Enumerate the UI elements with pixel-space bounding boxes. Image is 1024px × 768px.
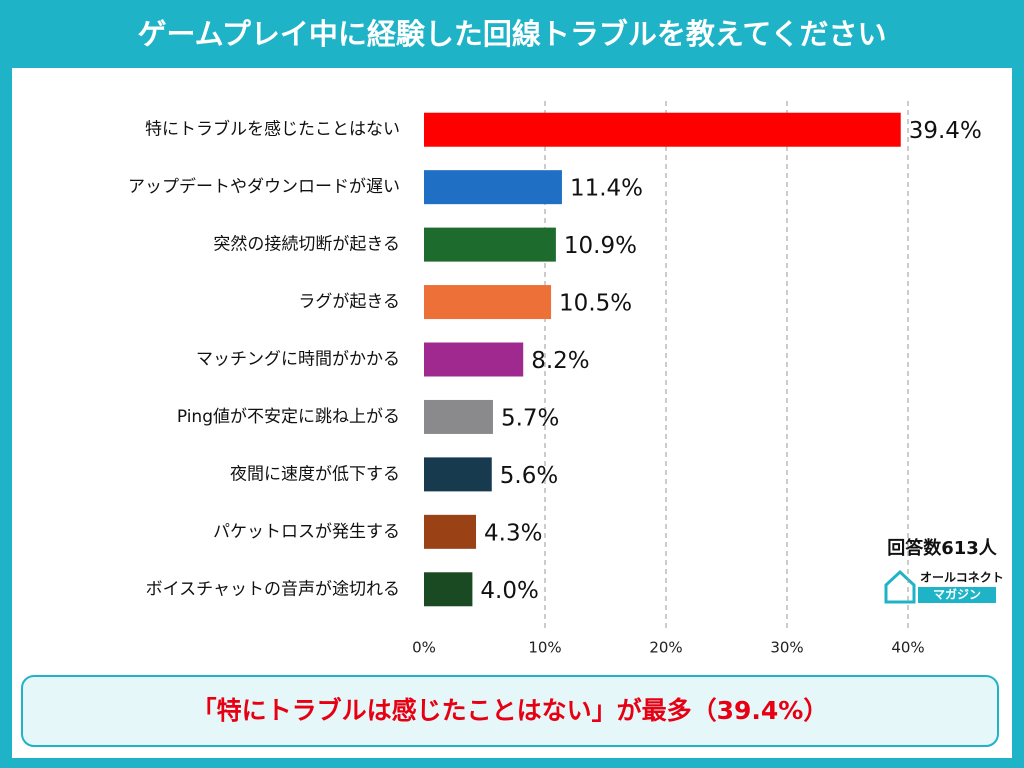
footer: 「特にトラブルは感じたことはない」が最多（39.4%） [192,696,829,725]
value-label: 39.4% [909,118,982,144]
value-label: 4.3% [484,520,542,546]
value-label: 11.4% [570,176,643,202]
value-label: 8.2% [531,348,589,374]
bar [424,227,556,262]
logo-icon [884,569,916,604]
bar [424,112,901,147]
logo-top: オールコネクト [920,571,1004,585]
x-tick-label: 30% [770,639,803,657]
bar [424,457,492,492]
chart-title: ゲームプレイ中に経験した回線トラブルを教えてください [137,17,886,51]
y-tick-label: アップデートやダウンロードが遅い [128,176,400,197]
y-tick-label: パケットロスが発生する [213,522,400,542]
y-tick-label: Ping値が不安定に跳ね上がる [177,407,400,427]
x-tick-label: 40% [891,639,924,657]
value-label: 5.6% [500,463,558,489]
y-tick-label: 特にトラブルを感じたことはない [145,119,400,140]
bar [424,285,552,320]
y-tick-label: 夜間に速度が低下する [230,464,400,484]
bar [424,514,477,549]
logo-bottom: マガジン [933,587,981,602]
footer-box [21,675,999,747]
y-tick-label: ボイスチャットの音声が途切れる [146,579,400,599]
bar [424,342,524,377]
logo: オールコネクト マガジン [884,569,1004,604]
x-tick-label: 0% [412,639,436,657]
value-label: 5.7% [501,405,559,431]
bar [424,170,562,205]
value-label: 4.0% [480,578,538,604]
bar [424,399,493,434]
bar [424,572,473,607]
value-label: 10.9% [564,233,637,259]
y-tick-label: ラグが起きる [298,292,400,312]
logo-box [918,587,996,603]
y-tick-label: マッチングに時間がかかる [196,350,400,370]
x-tick-label: 10% [528,639,561,657]
value-label: 10.5% [559,291,632,317]
x-tick-label: 20% [649,639,682,657]
respondents: 回答数613人 [887,537,998,559]
y-tick-label: 突然の接続切断が起きる [213,235,400,255]
